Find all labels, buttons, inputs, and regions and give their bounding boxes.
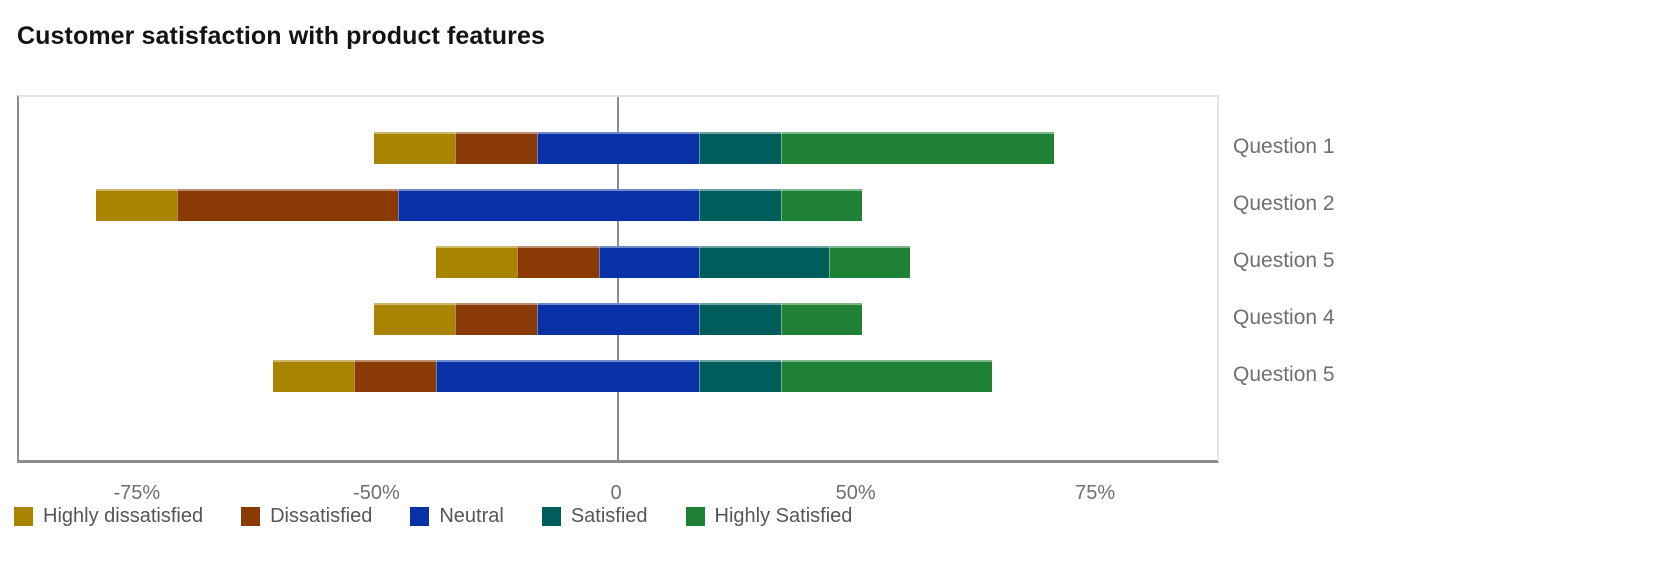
bar-segment-neutral-row4[interactable] xyxy=(536,303,700,335)
bar-segment-satisfied-row2[interactable] xyxy=(699,189,781,221)
category-label: Question 4 xyxy=(1233,306,1335,329)
bar-row xyxy=(435,246,911,278)
category-label: Question 2 xyxy=(1233,192,1335,215)
bar-segment-neutral-row2[interactable] xyxy=(397,189,700,221)
zero-line xyxy=(617,97,619,460)
bar-segment-satisfied-row4[interactable] xyxy=(699,303,781,335)
bar-segment-highly-satisfied-row3[interactable] xyxy=(828,246,911,278)
legend-label: Neutral xyxy=(439,505,504,527)
bar-segment-highly-dissatisfied-row1[interactable] xyxy=(373,132,456,164)
bar-segment-satisfied-row3[interactable] xyxy=(699,246,829,278)
bar-row xyxy=(95,189,863,221)
legend-item-neutral[interactable]: Neutral xyxy=(410,505,504,528)
legend-item-dissatisfied[interactable]: Dissatisfied xyxy=(241,505,372,528)
bar-segment-neutral-row5[interactable] xyxy=(435,360,700,392)
bar-segment-highly-satisfied-row2[interactable] xyxy=(780,189,863,221)
x-tick-label: 75% xyxy=(1075,482,1116,504)
legend-swatch-icon xyxy=(410,507,430,526)
bar-segment-dissatisfied-row5[interactable] xyxy=(354,360,436,392)
bar-segment-highly-satisfied-row1[interactable] xyxy=(780,132,1055,164)
bar-segment-highly-dissatisfied-row3[interactable] xyxy=(435,246,518,278)
x-tick-label: 0 xyxy=(610,482,622,504)
bar-segment-satisfied-row1[interactable] xyxy=(699,132,781,164)
legend-label: Satisfied xyxy=(570,505,648,527)
category-label: Question 5 xyxy=(1233,249,1335,272)
chart-title: Customer satisfaction with product featu… xyxy=(17,22,545,50)
legend-label: Dissatisfied xyxy=(270,505,373,527)
legend-swatch-icon xyxy=(14,507,33,526)
bar-segment-neutral-row1[interactable] xyxy=(536,132,700,164)
bar-segment-neutral-row3[interactable] xyxy=(598,246,700,278)
bar-row xyxy=(272,360,992,392)
category-label: Question 5 xyxy=(1233,363,1335,386)
x-tick-label: -50% xyxy=(353,482,400,504)
bar-segment-dissatisfied-row1[interactable] xyxy=(455,132,537,164)
bar-segment-dissatisfied-row2[interactable] xyxy=(177,189,398,221)
legend-item-satisfied[interactable]: Satisfied xyxy=(541,505,648,528)
bar-segment-highly-dissatisfied-row5[interactable] xyxy=(272,360,355,392)
bar-segment-satisfied-row5[interactable] xyxy=(699,360,781,392)
bar-segment-dissatisfied-row4[interactable] xyxy=(455,303,537,335)
legend-item-highly-satisfied[interactable]: Highly Satisfied xyxy=(685,505,853,528)
bar-segment-highly-satisfied-row5[interactable] xyxy=(780,360,992,392)
legend-item-highly-dissatisfied[interactable]: Highly dissatisfied xyxy=(14,505,203,528)
plot-area xyxy=(17,95,1219,463)
bar-segment-highly-dissatisfied-row4[interactable] xyxy=(373,303,456,335)
x-tick-label: -75% xyxy=(113,482,161,504)
legend-label: Highly Satisfied xyxy=(714,505,853,527)
legend-swatch-icon xyxy=(685,507,705,526)
bar-row xyxy=(373,132,1055,164)
legend-swatch-icon xyxy=(541,507,561,526)
x-tick-label: 50% xyxy=(835,482,876,504)
bar-segment-dissatisfied-row3[interactable] xyxy=(517,246,599,278)
category-label: Question 1 xyxy=(1233,135,1335,158)
bar-segment-highly-satisfied-row4[interactable] xyxy=(780,303,863,335)
legend-label: Highly dissatisfied xyxy=(43,505,204,527)
legend-swatch-icon xyxy=(241,507,261,526)
legend: Highly dissatisfied Dissatisfied Neutral Sa… xyxy=(14,505,890,528)
bar-segment-highly-dissatisfied-row2[interactable] xyxy=(95,189,178,221)
bar-row xyxy=(373,303,863,335)
